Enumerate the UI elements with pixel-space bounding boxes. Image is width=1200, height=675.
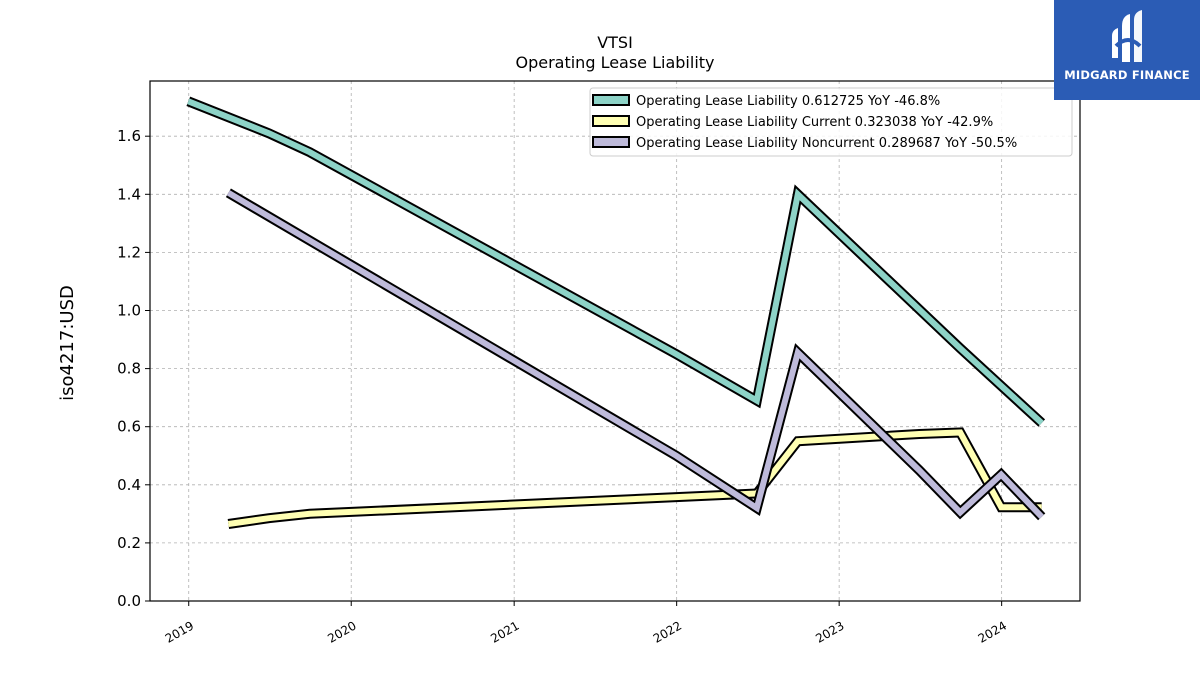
chart-subtitle: Operating Lease Liability — [515, 53, 714, 72]
midgard-finance-logo: MIDGARD FINANCE — [1054, 0, 1200, 100]
legend-entry[interactable]: Operating Lease Liability Noncurrent 0.2… — [636, 136, 1017, 151]
x-tick-label: 2023 — [813, 618, 846, 645]
y-axis-label: iso4217:USD — [57, 285, 78, 401]
legend-swatch — [592, 94, 630, 106]
legend-box — [589, 87, 1073, 157]
y-tick-label: 0.4 — [117, 476, 141, 494]
y-tick-label: 1.2 — [117, 243, 141, 261]
x-tick-label: 2022 — [651, 618, 684, 645]
x-tick-label: 2024 — [976, 618, 1009, 645]
x-tick-label: 2019 — [163, 618, 196, 645]
legend-swatch — [592, 136, 630, 148]
x-tick-label: 2020 — [325, 618, 358, 645]
series-line — [226, 190, 1044, 519]
y-tick-label: 0.0 — [117, 592, 141, 610]
x-axis: 2019 2020 2021 2022 2023 2024 — [163, 601, 1009, 646]
x-tick-label: 2021 — [488, 618, 521, 645]
chart-title: VTSI — [597, 33, 633, 52]
legend-entry[interactable]: Operating Lease Liability Current 0.3230… — [636, 115, 993, 130]
y-tick-label: 1.0 — [117, 301, 141, 319]
y-axis: 0.0 0.2 0.4 0.6 0.8 1.0 1.2 1.4 1.6 — [117, 127, 150, 610]
legend-entry[interactable]: Operating Lease Liability 0.612725 YoY -… — [636, 94, 940, 109]
grid — [150, 81, 1080, 601]
brand-name: MIDGARD FINANCE — [1064, 68, 1190, 82]
series-line — [227, 429, 1042, 527]
brand-mark-icon — [1112, 10, 1142, 62]
legend[interactable]: Operating Lease Liability 0.612725 YoY -… — [589, 87, 1073, 157]
y-tick-label: 0.2 — [117, 534, 141, 552]
y-tick-label: 1.6 — [117, 127, 141, 145]
series-line — [187, 98, 1044, 426]
y-tick-label: 0.6 — [117, 418, 141, 436]
legend-swatch — [592, 115, 630, 127]
y-tick-label: 1.4 — [117, 185, 141, 203]
y-tick-label: 0.8 — [117, 360, 141, 378]
series-layer — [186, 96, 1046, 529]
plot-frame — [149, 80, 1081, 602]
